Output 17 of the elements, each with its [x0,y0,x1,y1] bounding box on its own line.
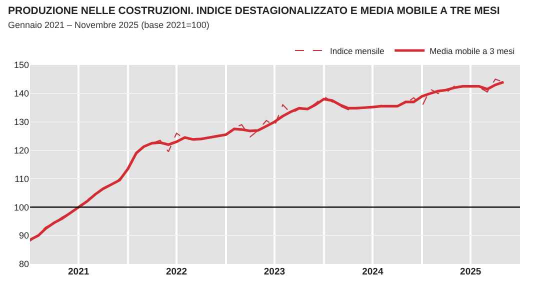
x-tick-label: 2021 [68,266,90,278]
x-tick-label: 2024 [362,266,384,278]
chart-title: PRODUZIONE NELLE COSTRUZIONI. INDICE DESTAGIONALIZZATO E MEDIA MOBILE A TRE MESI [8,5,500,17]
legend-label: Indice mensile [330,46,385,56]
y-tick-label: 110 [14,174,29,184]
y-tick-label: 140 [14,88,29,99]
y-tick-label: 150 [14,60,29,70]
y-tick-label: 100 [14,202,29,212]
x-tick-label: 2025 [460,266,482,278]
y-tick-label: 130 [14,117,29,128]
x-tick-label: 2022 [166,266,188,278]
y-tick-label: 120 [14,145,29,156]
x-tick-label: 2023 [264,266,286,278]
legend-label: Media mobile a 3 mesi [430,46,515,56]
y-tick-label: 90 [18,230,29,241]
y-tick-label: 80 [18,259,29,270]
chart-subtitle: Gennaio 2021 – Novembre 2025 (base 2021=100) [8,20,210,30]
